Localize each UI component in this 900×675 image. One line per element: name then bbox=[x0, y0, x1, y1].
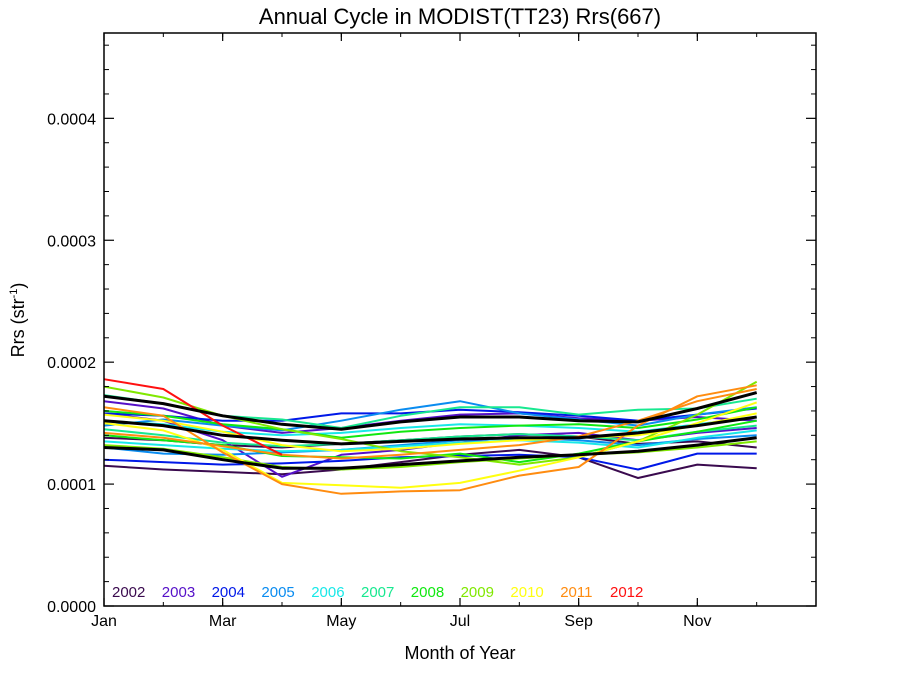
legend-entry-2002: 2002 bbox=[112, 584, 145, 601]
legend-entry-2003: 2003 bbox=[162, 584, 195, 601]
chart-title: Annual Cycle in MODIST(TT23) Rrs(667) bbox=[259, 4, 661, 29]
x-tick-label: Nov bbox=[683, 613, 711, 630]
series-line-2011-2 bbox=[103, 388, 757, 460]
legend-entry-2006: 2006 bbox=[311, 584, 344, 601]
y-axis-label-superscript: -1 bbox=[8, 289, 20, 299]
legend-entry-2005: 2005 bbox=[261, 584, 294, 601]
x-axis-label: Month of Year bbox=[404, 643, 515, 663]
y-axis-label-main: Rrs (str bbox=[8, 298, 28, 357]
legend: 2002 2003 2004 2005 2006 2007 2008 2009 2010 2011… bbox=[112, 584, 643, 601]
y-axis: 0.0000 0.0001 0.0002 0.0003 0.0004 bbox=[47, 44, 816, 616]
plot-frame bbox=[103, 32, 817, 607]
series-line-2012-1 bbox=[103, 378, 283, 456]
y-tick-label: 0.0002 bbox=[47, 355, 96, 372]
series-line-2006-1 bbox=[103, 429, 757, 453]
black-line-1 bbox=[103, 391, 758, 431]
y-axis-label: Rrs (str-1) bbox=[8, 283, 28, 358]
series-line-2008-1 bbox=[103, 406, 757, 439]
black-line-3 bbox=[103, 436, 757, 470]
x-tick-label: Jul bbox=[450, 613, 470, 630]
series-line-2010-2 bbox=[103, 412, 757, 453]
series-line-2005-1 bbox=[103, 400, 757, 432]
y-tick-label: 0.0000 bbox=[47, 599, 96, 616]
x-axis: Jan Mar May Jul Sep Nov bbox=[91, 33, 817, 630]
legend-entry-2012: 2012 bbox=[610, 584, 643, 601]
black-line-2 bbox=[103, 415, 757, 446]
legend-entry-2009: 2009 bbox=[461, 584, 494, 601]
y-tick-label: 0.0001 bbox=[47, 477, 96, 494]
legend-entry-2011: 2011 bbox=[560, 584, 592, 601]
x-tick-label: Sep bbox=[564, 613, 593, 630]
series-line-2002-1 bbox=[103, 448, 757, 479]
y-axis-label-close: ) bbox=[8, 283, 28, 289]
legend-entry-2007: 2007 bbox=[361, 584, 394, 601]
x-tick-label: Jan bbox=[91, 613, 117, 630]
plot-lines bbox=[103, 378, 758, 495]
y-tick-label: 0.0003 bbox=[47, 233, 96, 250]
legend-entry-2004: 2004 bbox=[212, 584, 245, 601]
series-line-2005-2 bbox=[103, 434, 757, 456]
x-tick-label: Mar bbox=[209, 613, 237, 630]
legend-entry-2010: 2010 bbox=[510, 584, 543, 601]
legend-entry-2008: 2008 bbox=[411, 584, 444, 601]
x-tick-label: May bbox=[326, 613, 356, 630]
y-tick-label: 0.0004 bbox=[47, 111, 96, 128]
